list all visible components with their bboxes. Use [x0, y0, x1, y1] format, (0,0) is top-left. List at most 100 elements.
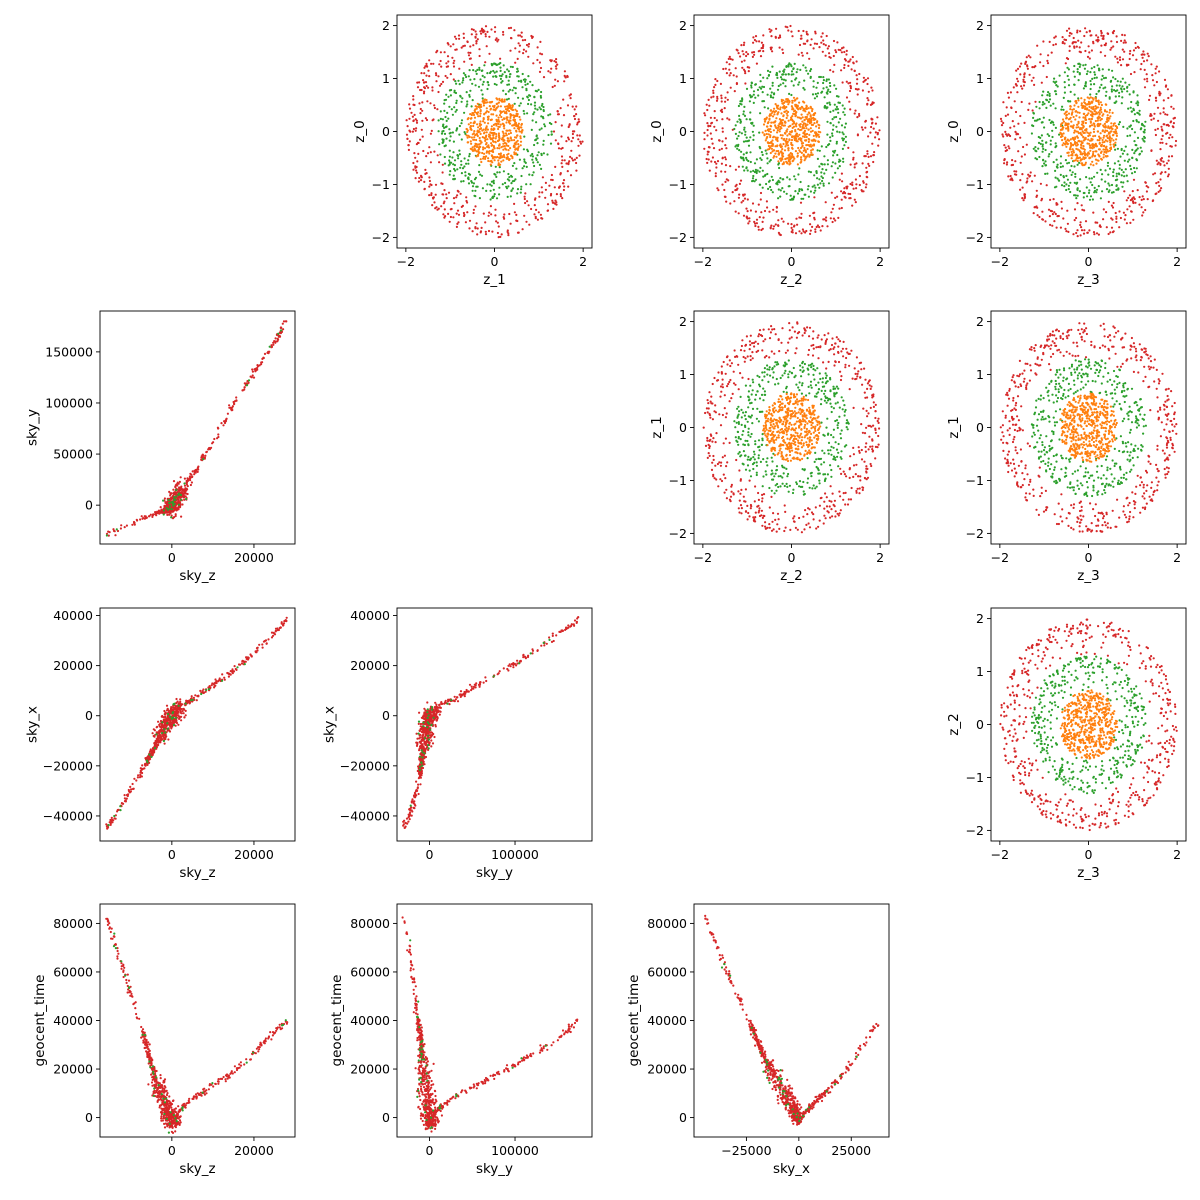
- scatter-point: [405, 133, 409, 136]
- scatter-point: [733, 127, 736, 131]
- scatter-point: [828, 143, 831, 146]
- scatter-point: [507, 172, 510, 176]
- scatter-point: [1081, 130, 1084, 133]
- scatter-point: [526, 82, 529, 85]
- scatter-point: [706, 134, 709, 137]
- scatter-point: [772, 225, 776, 228]
- scatter-point: [1030, 132, 1033, 135]
- scatter-point: [1082, 116, 1085, 119]
- scatter-point: [139, 518, 142, 521]
- scatter-point: [1076, 194, 1079, 197]
- scatter-point: [413, 103, 416, 107]
- scatter-point: [519, 118, 522, 121]
- scatter-point: [1167, 155, 1171, 158]
- scatter-point: [720, 100, 723, 103]
- scatter-point: [517, 231, 520, 234]
- scatter-point: [760, 87, 763, 90]
- scatter-point: [1153, 84, 1156, 87]
- scatter-point: [444, 115, 447, 119]
- scatter-point: [1055, 185, 1058, 188]
- scatter-point: [782, 82, 785, 85]
- scatter-point: [1078, 116, 1081, 119]
- scatter-point: [1140, 206, 1143, 209]
- scatter-point: [503, 127, 506, 130]
- scatter-point: [473, 116, 477, 119]
- scatter-point: [450, 108, 453, 111]
- scatter-point: [1089, 181, 1092, 184]
- scatter-point: [1086, 55, 1090, 59]
- scatter-point: [1106, 32, 1109, 35]
- scatter-point: [1088, 51, 1091, 54]
- scatter-point: [714, 175, 717, 178]
- scatter-point: [1066, 222, 1069, 225]
- scatter-point: [1112, 143, 1115, 146]
- scatter-point: [756, 88, 760, 91]
- scatter-point: [522, 109, 525, 113]
- scatter-point: [1047, 100, 1050, 104]
- scatter-point: [1162, 111, 1165, 114]
- scatter-point: [791, 147, 794, 150]
- scatter-point: [847, 82, 850, 85]
- scatter-point: [1115, 125, 1118, 129]
- scatter-point: [502, 142, 505, 145]
- scatter-point: [463, 111, 466, 114]
- scatter-point: [751, 55, 755, 59]
- scatter-point: [450, 207, 453, 211]
- scatter-point: [1162, 160, 1165, 163]
- scatter-point: [1088, 144, 1091, 147]
- scatter-point: [785, 98, 788, 101]
- scatter-point: [845, 49, 848, 53]
- scatter-point: [1162, 107, 1165, 110]
- scatter-point: [1090, 100, 1093, 103]
- scatter-point: [1026, 67, 1029, 70]
- scatter-point: [486, 72, 489, 75]
- scatter-point: [743, 114, 747, 117]
- scatter-point: [1082, 87, 1085, 90]
- scatter-point: [1058, 74, 1061, 77]
- scatter-point: [479, 158, 482, 161]
- scatter-point: [1021, 87, 1024, 90]
- scatter-point: [252, 376, 256, 379]
- scatter-point: [1128, 158, 1131, 161]
- scatter-point: [1095, 34, 1098, 37]
- scatter-point: [213, 437, 216, 441]
- scatter-point: [477, 111, 480, 114]
- scatter-point: [867, 155, 870, 158]
- scatter-point: [793, 175, 796, 178]
- scatter-point: [1083, 152, 1086, 155]
- scatter-point: [740, 132, 744, 135]
- scatter-point: [163, 504, 166, 507]
- scatter-point: [490, 128, 493, 131]
- scatter-point: [510, 154, 513, 157]
- scatter-point: [505, 112, 508, 115]
- scatter-point: [807, 170, 811, 173]
- scatter-point: [719, 82, 723, 85]
- scatter-point: [1165, 142, 1168, 145]
- scatter-point: [843, 126, 847, 129]
- scatter-point: [874, 136, 877, 139]
- scatter-point: [461, 81, 464, 84]
- scatter-point: [1107, 190, 1110, 193]
- scatter-point: [502, 159, 505, 162]
- scatter-point: [751, 95, 754, 98]
- scatter-point: [468, 219, 472, 222]
- scatter-point: [1055, 202, 1058, 205]
- scatter-point: [527, 42, 531, 46]
- scatter-point: [448, 159, 451, 162]
- scatter-point: [513, 162, 516, 165]
- scatter-point: [497, 132, 500, 135]
- scatter-point: [507, 90, 510, 93]
- scatter-point: [1087, 152, 1091, 155]
- scatter-point: [756, 169, 759, 172]
- scatter-point: [840, 124, 844, 127]
- scatter-point: [1088, 30, 1091, 33]
- scatter-point: [250, 376, 253, 379]
- scatter-point: [508, 75, 511, 78]
- scatter-point: [515, 70, 519, 73]
- scatter-point: [419, 138, 422, 141]
- scatter-point: [1084, 128, 1087, 131]
- scatter-point: [577, 144, 580, 147]
- scatter-point: [570, 157, 574, 160]
- scatter-point: [1161, 134, 1164, 137]
